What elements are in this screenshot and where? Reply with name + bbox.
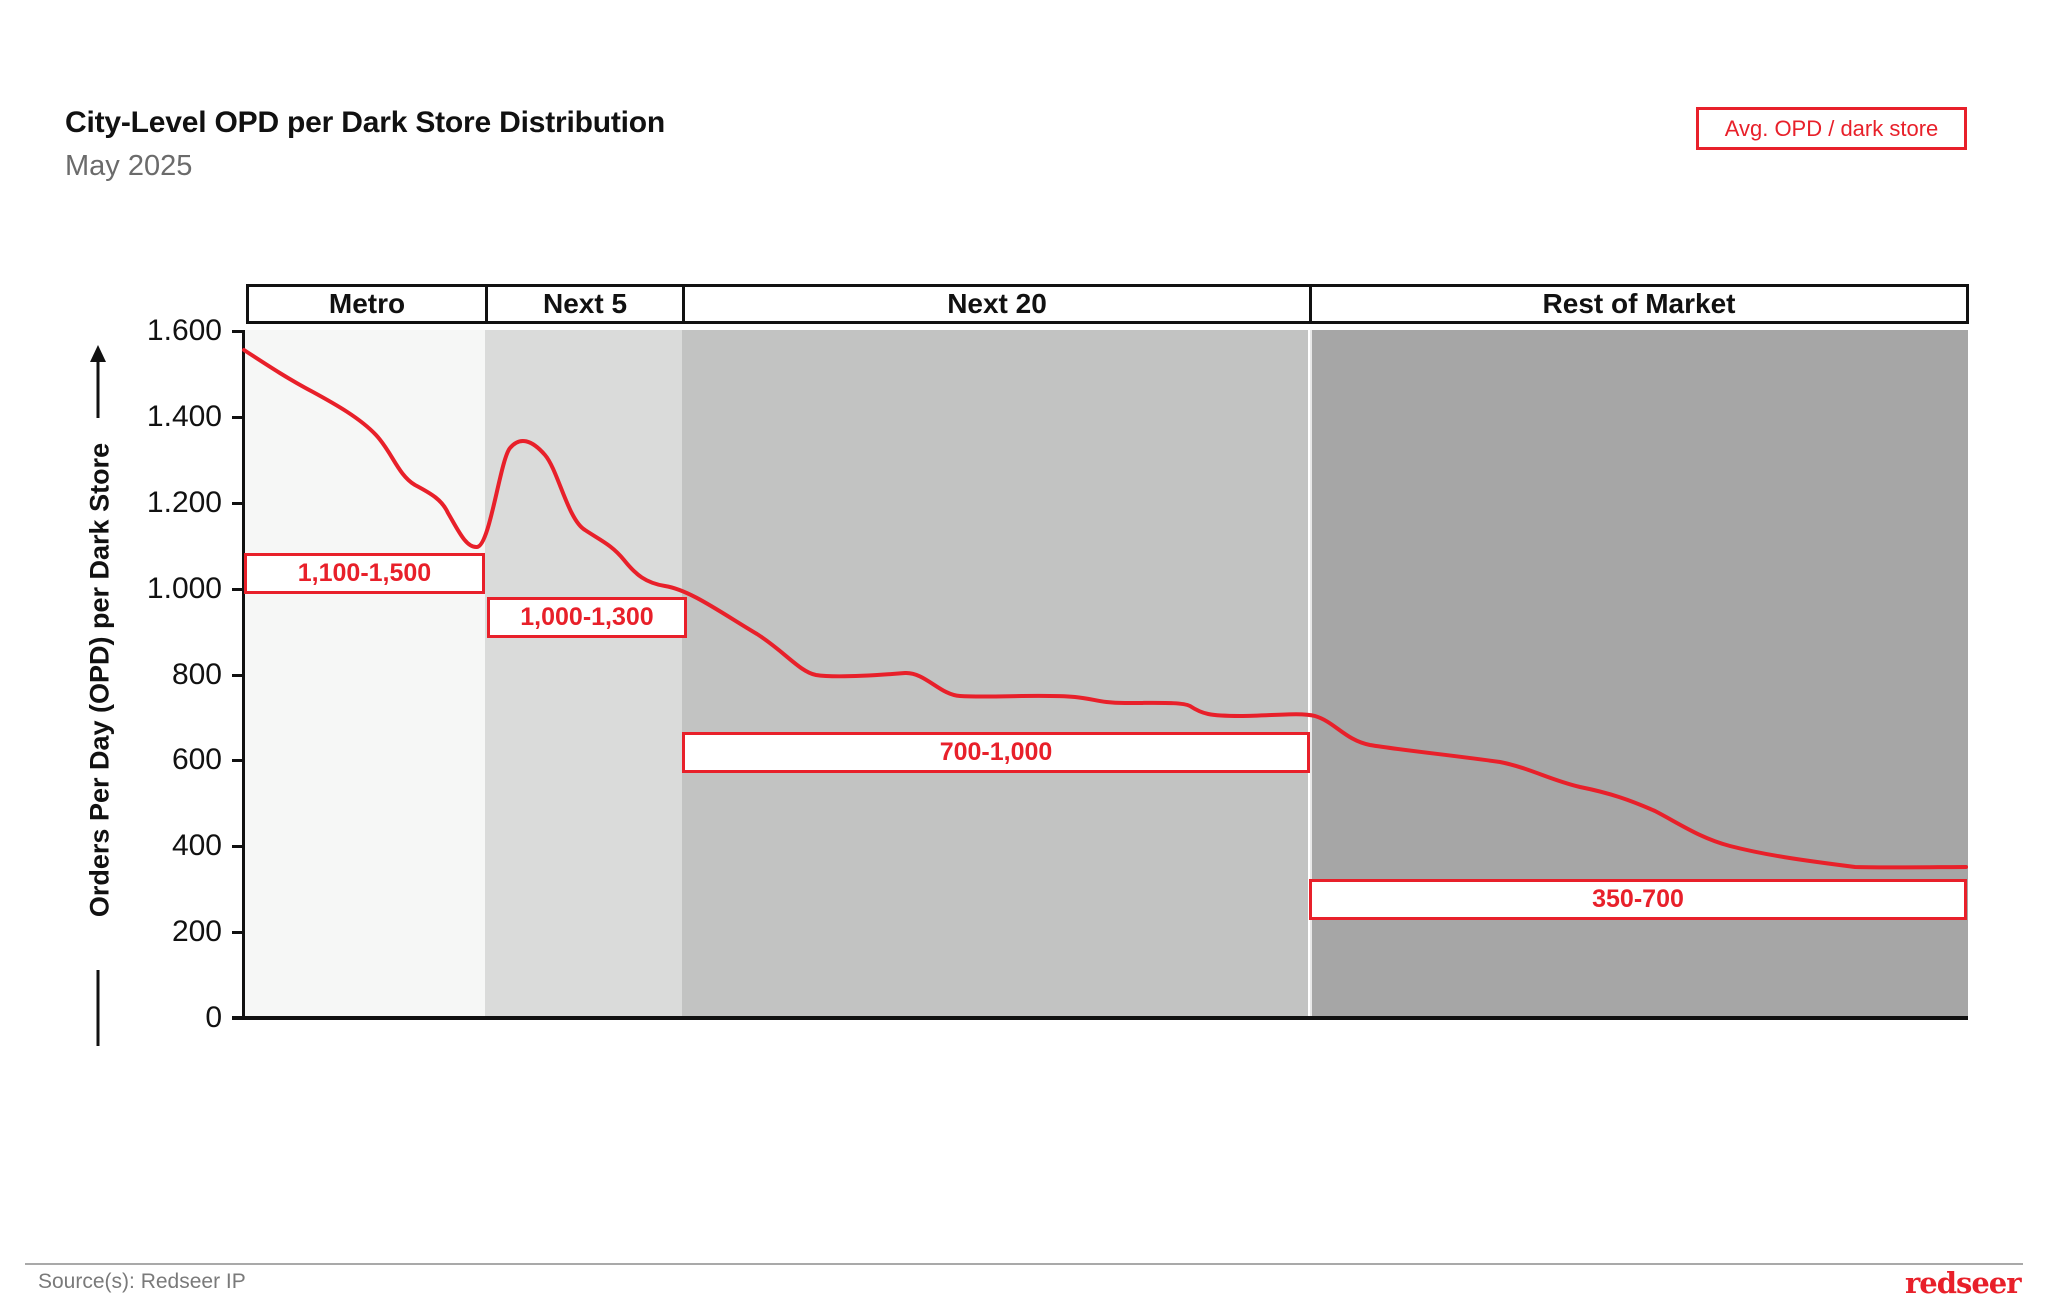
range-box-next-5: 1,000-1,300 xyxy=(487,597,687,638)
tick-mark xyxy=(232,502,244,505)
source-note: Source(s): Redseer IP xyxy=(38,1270,246,1293)
band-next-20 xyxy=(682,330,1308,1018)
y-tick-200: 200 xyxy=(171,915,222,948)
band-metro xyxy=(245,330,485,1018)
footer-divider xyxy=(25,1263,2023,1265)
header-next-20: Next 20 xyxy=(682,284,1312,324)
tick-mark xyxy=(232,931,244,934)
y-axis-ticks: 0 200 400 600 800 1.000 1.200 1.400 1.60… xyxy=(112,0,222,1311)
tick-mark xyxy=(232,674,244,677)
y-tick-800: 800 xyxy=(171,658,222,691)
tick-mark xyxy=(232,759,244,762)
redseer-logo: redseer xyxy=(1905,1266,2022,1300)
header-next-5: Next 5 xyxy=(485,284,685,324)
band-next-5 xyxy=(485,330,682,1018)
x-axis-line xyxy=(232,1016,1968,1020)
y-tick-1400: 1.400 xyxy=(146,400,222,433)
y-tick-400: 400 xyxy=(171,829,222,862)
tick-mark xyxy=(232,588,244,591)
y-tick-600: 600 xyxy=(171,743,222,776)
tick-mark xyxy=(232,330,244,333)
header-metro: Metro xyxy=(246,284,488,324)
tick-mark xyxy=(232,1017,244,1020)
y-tick-1200: 1.200 xyxy=(146,486,222,519)
range-box-metro: 1,100-1,500 xyxy=(244,553,485,594)
tick-mark xyxy=(232,845,244,848)
chart-title: City-Level OPD per Dark Store Distributi… xyxy=(65,106,666,139)
range-box-next-20: 700-1,000 xyxy=(682,732,1310,773)
chart-subtitle: May 2025 xyxy=(65,150,193,182)
legend-avg-opd: Avg. OPD / dark store xyxy=(1696,107,1967,150)
y-tick-0: 0 xyxy=(205,1001,222,1034)
tick-mark xyxy=(232,416,244,419)
range-box-rest-of-market: 350-700 xyxy=(1309,879,1967,920)
y-tick-1000: 1.000 xyxy=(146,572,222,605)
header-rest-of-market: Rest of Market xyxy=(1309,284,1969,324)
y-tick-1600: 1.600 xyxy=(146,314,222,347)
